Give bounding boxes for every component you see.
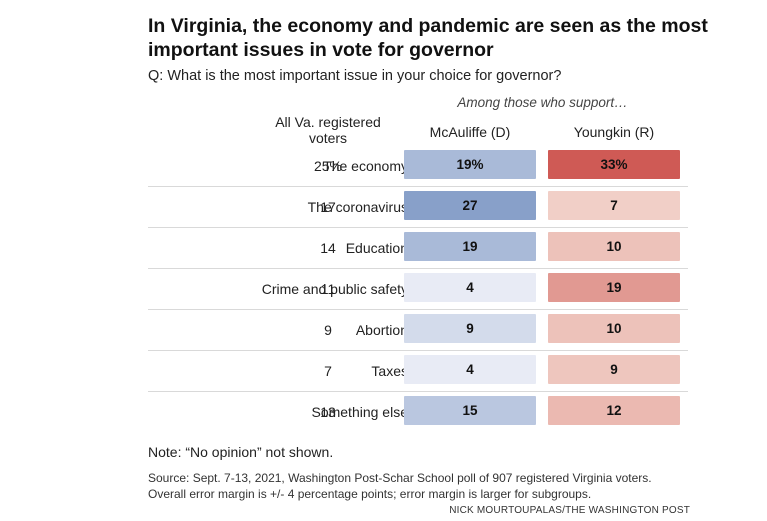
all-voters-value: 9 [324,321,332,338]
issue-label: Something else [311,403,408,420]
table-row: Crime and public safety 11 4 19 [148,268,688,310]
mcauliffe-value-cell: 19 [404,232,536,261]
table-row: The coronavirus 17 27 7 [148,186,688,228]
table-row: Something else 13 15 12 [148,391,688,432]
all-voters-value: 7 [324,362,332,379]
mcauliffe-value-cell: 4 [404,273,536,302]
column-header-all-voters: All Va. registered voters [275,114,381,146]
youngkin-value-cell: 12 [548,396,680,425]
issue-label: Abortion [355,321,408,338]
all-voters-value: 14 [320,239,336,256]
mcauliffe-value-cell: 27 [404,191,536,220]
issue-label: Education [345,239,408,256]
youngkin-value-cell: 9 [548,355,680,384]
mcauliffe-value-cell: 4 [404,355,536,384]
chart-title: In Virginia, the economy and pandemic ar… [148,15,708,61]
all-voters-value: 11 [320,280,336,297]
credit: NICK MOURTOUPALAS/THE WASHINGTON POST [449,505,690,516]
column-header-youngkin: Youngkin (R) [573,124,655,140]
source-line-2: Overall error margin is +/- 4 percentage… [148,487,592,501]
youngkin-value-cell: 10 [548,314,680,343]
source-line-1: Source: Sept. 7-13, 2021, Washington Pos… [148,471,652,485]
youngkin-value-cell: 19 [548,273,680,302]
mcauliffe-value-cell: 19% [404,150,536,179]
survey-question: Q: What is the most important issue in y… [148,68,562,84]
all-voters-value: 13 [320,403,336,420]
youngkin-value-cell: 7 [548,191,680,220]
all-voters-value: 25% [313,157,343,174]
all-voters-value: 17 [320,198,336,215]
mcauliffe-value-cell: 9 [404,314,536,343]
table-row: Abortion 9 9 10 [148,309,688,351]
table-row: Education 14 19 10 [148,227,688,269]
note: Note: “No opinion” not shown. [148,444,334,460]
issue-label: Taxes [371,362,408,379]
youngkin-value-cell: 33% [548,150,680,179]
mcauliffe-value-cell: 15 [404,396,536,425]
issue-label: Crime and public safety [261,280,408,297]
table-row: Taxes 7 4 9 [148,350,688,392]
source-text: Source: Sept. 7-13, 2021, Washington Pos… [148,470,748,502]
youngkin-value-cell: 10 [548,232,680,261]
among-supporters-label: Among those who support… [457,95,628,110]
issue-label: The economy [323,157,408,174]
column-header-mcauliffe: McAuliffe (D) [429,124,511,140]
table-row: The economy 25% 19% 33% [148,145,688,187]
issue-label: The coronavirus [307,198,408,215]
